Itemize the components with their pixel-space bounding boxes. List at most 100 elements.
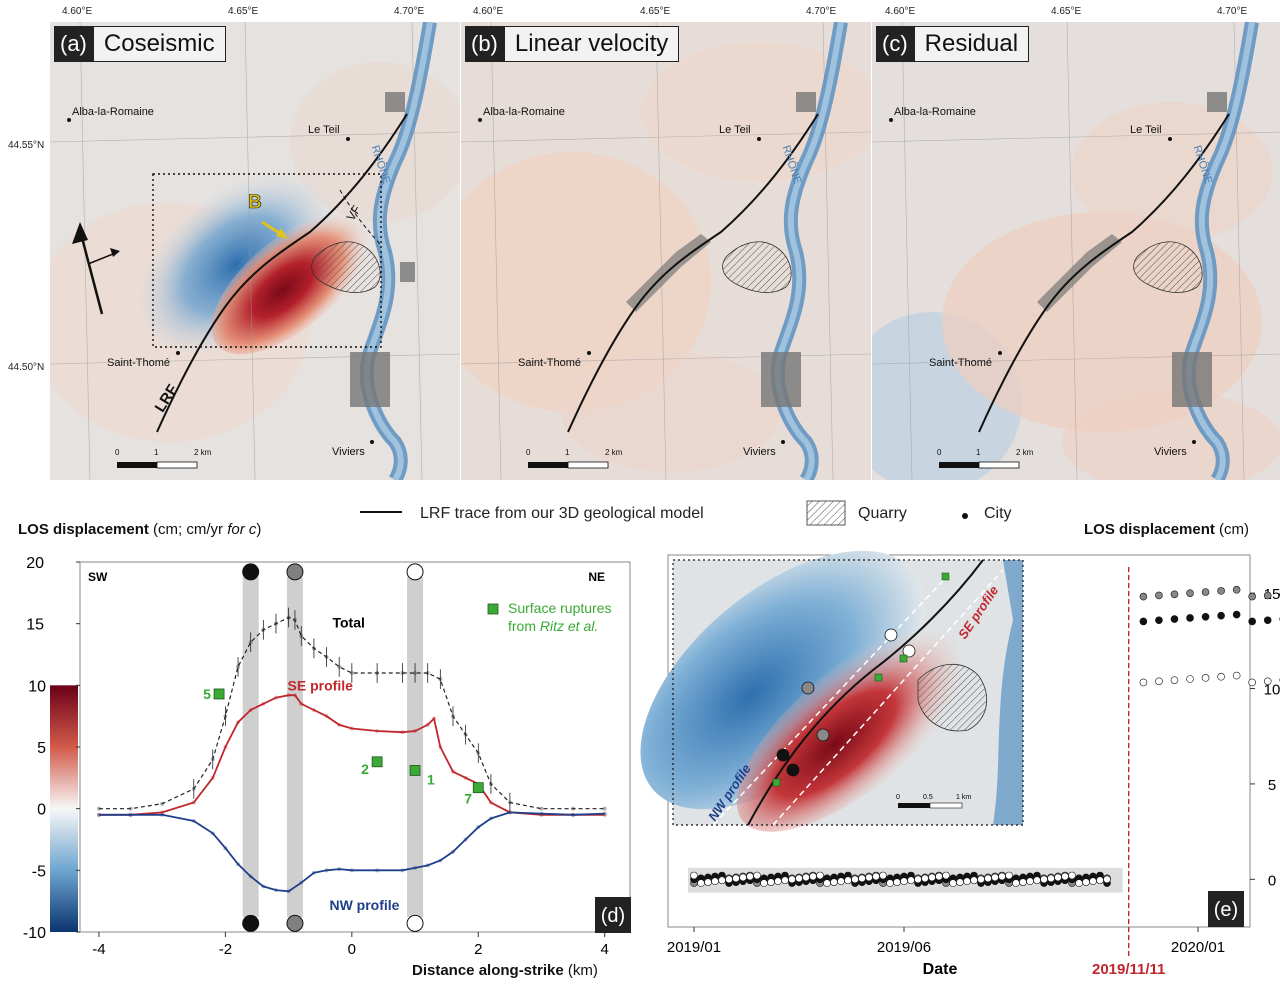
post-event-point xyxy=(1217,611,1225,620)
pre-event-point xyxy=(767,878,775,886)
post-event-point xyxy=(1217,672,1225,681)
lon-tick: 4.65°E xyxy=(640,6,671,17)
panel-title: Linear velocity xyxy=(503,26,680,62)
trace-legend-label: LRF trace from our 3D geological model xyxy=(420,505,704,522)
city-dot xyxy=(176,351,180,355)
chart-e-ylabel: LOS displacement (cm) xyxy=(1084,521,1249,538)
lat-tick: 44.55°N xyxy=(8,140,45,151)
pre-event-point xyxy=(823,879,831,887)
rupture-marker xyxy=(409,765,421,776)
pre-event-point xyxy=(872,872,880,881)
inset-quarry xyxy=(917,663,987,732)
xlabel-main: Distance along-strike xyxy=(412,962,564,979)
pre-event-point xyxy=(998,872,1006,881)
rupture-legend-line1: Surface ruptures xyxy=(508,600,612,616)
map-b-svg xyxy=(461,22,871,480)
pre-event-point xyxy=(760,879,768,887)
post-event-point xyxy=(1201,588,1210,596)
panel-d-bg xyxy=(595,897,631,933)
post-event-point xyxy=(1248,592,1256,601)
pre-event-point xyxy=(1040,875,1048,884)
post-event-point xyxy=(1263,591,1272,600)
post-event-point xyxy=(1201,674,1210,682)
post-event-point xyxy=(1155,616,1163,625)
city-thome: Saint-Thomé xyxy=(107,357,170,369)
rupture-legend-line2: from Ritz et al. xyxy=(508,618,598,634)
pre-event-point xyxy=(949,879,957,887)
x-tick-label: 2019/01 xyxy=(667,939,721,956)
city-alba: Alba-la-Romaine xyxy=(894,106,976,118)
pre-event-point xyxy=(1068,871,1076,880)
city-viviers: Viviers xyxy=(743,446,776,458)
lon-tick: 4.60°E xyxy=(473,6,504,17)
pre-event-point xyxy=(739,873,747,882)
lon-tick: 4.70°E xyxy=(394,6,425,17)
ylabel-unit: (cm) xyxy=(1214,521,1250,538)
post-event-point xyxy=(1217,587,1225,595)
post-event-point xyxy=(1201,613,1210,621)
scale-0: 0 xyxy=(115,448,120,457)
se-label: SE profile xyxy=(288,677,354,693)
pre-event-point xyxy=(977,875,985,884)
profile-marker-bottom xyxy=(406,914,424,932)
pre-event-point xyxy=(914,875,922,884)
city-dot xyxy=(478,118,482,122)
city-dot xyxy=(346,137,350,141)
panel-c-label: (c) Residual xyxy=(876,26,1030,62)
series-point xyxy=(96,812,101,817)
x-tick-label: 4 xyxy=(601,941,609,958)
city-dot xyxy=(370,440,374,444)
inset-rupture xyxy=(941,572,950,581)
lon-tick: 4.65°E xyxy=(1051,6,1082,17)
ylabel-unit: (cm; cm/yr xyxy=(148,521,228,538)
series-point xyxy=(602,811,607,816)
city-teil: Le Teil xyxy=(1130,124,1162,136)
scale-0: 0 xyxy=(526,448,531,457)
quarry-legend-label: Quarry xyxy=(858,505,907,522)
y-tick-label: 10 xyxy=(1264,682,1280,699)
inset-profile-point xyxy=(801,681,815,695)
map-a-svg xyxy=(50,22,460,480)
pre-event-point xyxy=(732,874,740,883)
post-event-point xyxy=(1263,616,1272,625)
colorbar xyxy=(50,685,78,932)
city-dot xyxy=(67,118,71,122)
lon-tick: 4.60°E xyxy=(885,6,916,17)
scale-0: 0 xyxy=(937,448,942,457)
lon-tick: 4.70°E xyxy=(1217,6,1248,17)
inset-nw-line xyxy=(712,569,954,826)
city-dot xyxy=(889,118,893,122)
pre-event-point xyxy=(1033,876,1041,885)
rupture-marker xyxy=(213,688,225,700)
profile-marker-top xyxy=(286,563,304,581)
scale-1: 1 xyxy=(154,448,159,457)
city-alba: Alba-la-Romaine xyxy=(483,106,565,118)
pre-event-point xyxy=(837,877,845,886)
series-point xyxy=(96,812,101,817)
pre-event-point xyxy=(970,876,978,885)
city-teil: Le Teil xyxy=(308,124,340,136)
inset-profile-point xyxy=(776,748,790,762)
x-tick-label: 2020/01 xyxy=(1171,939,1225,956)
y-tick-label: 0 xyxy=(37,802,46,819)
pre-event-point xyxy=(851,875,859,884)
scale-2: 2 km xyxy=(1016,448,1034,457)
y-tick-label: 20 xyxy=(26,555,44,572)
profile-band xyxy=(242,577,259,917)
post-event-point xyxy=(1170,615,1179,623)
ylabel-main: LOS displacement xyxy=(18,521,149,538)
post-event-point xyxy=(1232,585,1241,594)
pre-event-point xyxy=(711,877,719,886)
inset-frame xyxy=(672,559,1024,826)
pre-event-point xyxy=(718,876,726,885)
pre-event-point xyxy=(802,873,810,882)
pre-event-point xyxy=(1012,879,1020,887)
profile-band xyxy=(286,577,303,917)
pre-event-point xyxy=(956,878,964,886)
y-tick-label: 10 xyxy=(28,678,46,695)
city-dot xyxy=(757,137,761,141)
chart-d-ylabel: LOS displacement (cm; cm/yr for c) xyxy=(18,521,261,538)
pre-event-point xyxy=(830,878,838,886)
pre-event-point xyxy=(725,875,733,884)
map-c-svg xyxy=(872,22,1280,480)
